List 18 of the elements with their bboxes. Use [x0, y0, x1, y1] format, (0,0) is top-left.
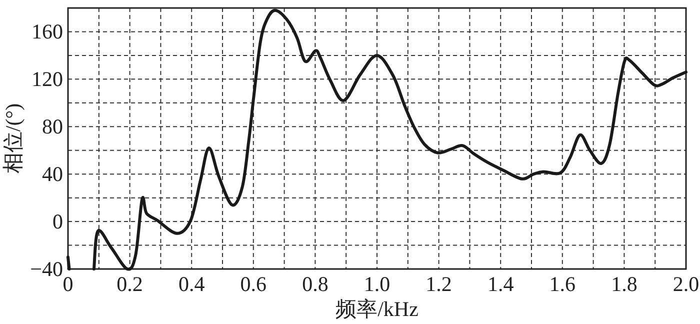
x-tick-label: 1.6: [549, 272, 576, 296]
x-axis-title: 频率/kHz: [336, 297, 418, 321]
x-tick-label: 0.8: [302, 272, 328, 296]
x-tick-label: 0.4: [178, 272, 206, 296]
y-tick-label: −40: [30, 257, 63, 281]
y-tick-label: 80: [42, 114, 63, 139]
y-tick-label: 0: [52, 210, 63, 234]
x-tick-label: 0.6: [240, 272, 267, 296]
y-tick-label: 40: [42, 162, 63, 186]
x-tick-label: 1.0: [364, 272, 390, 296]
y-tick-label: 160: [32, 20, 63, 44]
x-tick-label: 0.2: [116, 272, 143, 296]
x-tick-label: 1.8: [611, 272, 638, 296]
x-tick-label: 1.4: [487, 272, 514, 296]
y-axis-title: 相位/(°): [1, 103, 25, 174]
x-tick-label: 2.0: [672, 272, 700, 296]
y-tick-label: 120: [32, 67, 63, 92]
x-tick-label: 1.2: [426, 272, 452, 296]
